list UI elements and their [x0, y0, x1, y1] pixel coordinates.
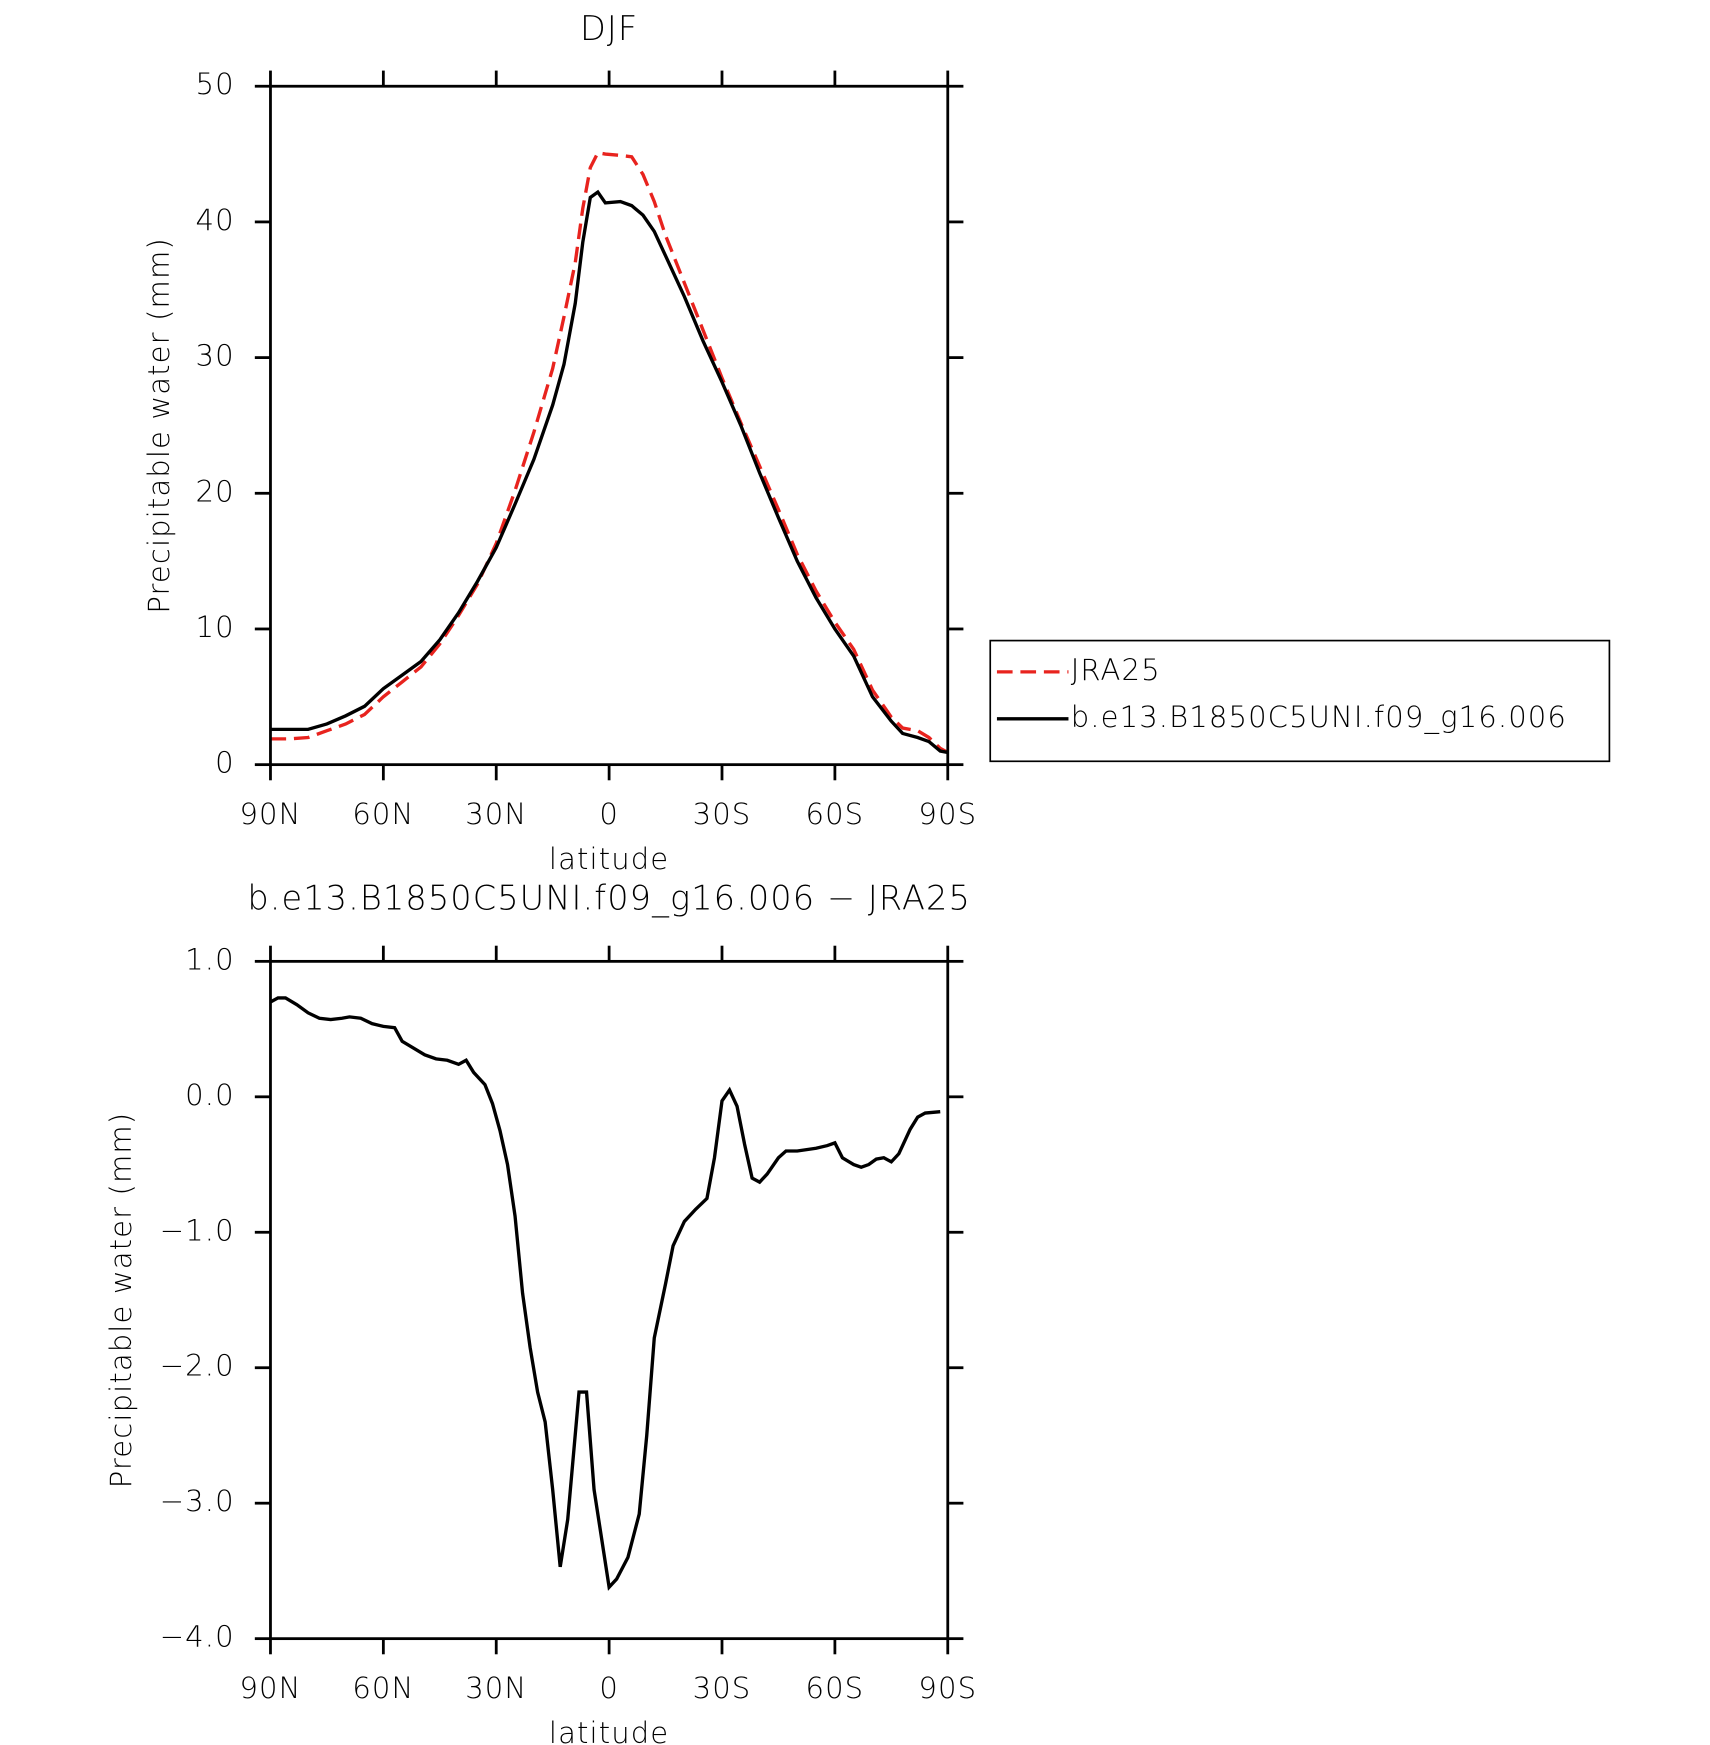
y-axis-label: Precipitable water (mm) [142, 237, 176, 613]
x-tick-label: 90N [239, 797, 301, 831]
x-tick-label: 30S [693, 797, 752, 831]
x-tick-label: 90S [918, 1671, 977, 1705]
y-tick-label: −3.0 [160, 1484, 235, 1518]
line [270, 150, 949, 754]
plot-frame [269, 959, 950, 1641]
y-tick-label: 40 [196, 203, 235, 237]
chart-title: DJF [580, 9, 638, 48]
legend-label: JRA25 [1071, 653, 1161, 687]
x-tick-label: 30N [465, 1671, 527, 1705]
legend-label: b.e13.B1850C5UNI.f09_g16.006 [1071, 700, 1567, 735]
line [269, 996, 941, 1591]
y-tick-label: 0 [215, 746, 235, 780]
y-tick-label: 0.0 [185, 1078, 235, 1112]
y-tick-label: 50 [196, 67, 235, 101]
y-axis-label: Precipitable water (mm) [104, 1112, 138, 1488]
x-tick-label: 60N [352, 797, 414, 831]
y-tick-label: 20 [196, 474, 235, 508]
x-tick-label: 30N [465, 797, 527, 831]
chart-title: b.e13.B1850C5UNI.f09_g16.006 − JRA25 [247, 878, 971, 918]
x-tick-label: 60S [805, 797, 864, 831]
x-tick-label: 60S [805, 1671, 864, 1705]
x-tick-label: 90N [239, 1671, 301, 1705]
x-axis-label: latitude [549, 842, 669, 876]
y-tick-label: −1.0 [160, 1213, 235, 1247]
y-tick-label: 10 [196, 610, 235, 644]
y-tick-label: 30 [196, 339, 235, 373]
x-tick-label: 60N [352, 1671, 414, 1705]
legend-box [989, 639, 1611, 763]
plot-frame [269, 84, 950, 767]
y-tick-label: −2.0 [160, 1349, 235, 1383]
x-tick-label: 0 [599, 1671, 619, 1705]
x-tick-label: 90S [918, 797, 977, 831]
x-axis-label: latitude [549, 1716, 669, 1745]
x-tick-label: 0 [599, 797, 619, 831]
y-tick-label: 1.0 [185, 942, 235, 976]
x-tick-label: 30S [693, 1671, 752, 1705]
line [270, 189, 949, 755]
y-tick-label: −4.0 [160, 1620, 235, 1654]
